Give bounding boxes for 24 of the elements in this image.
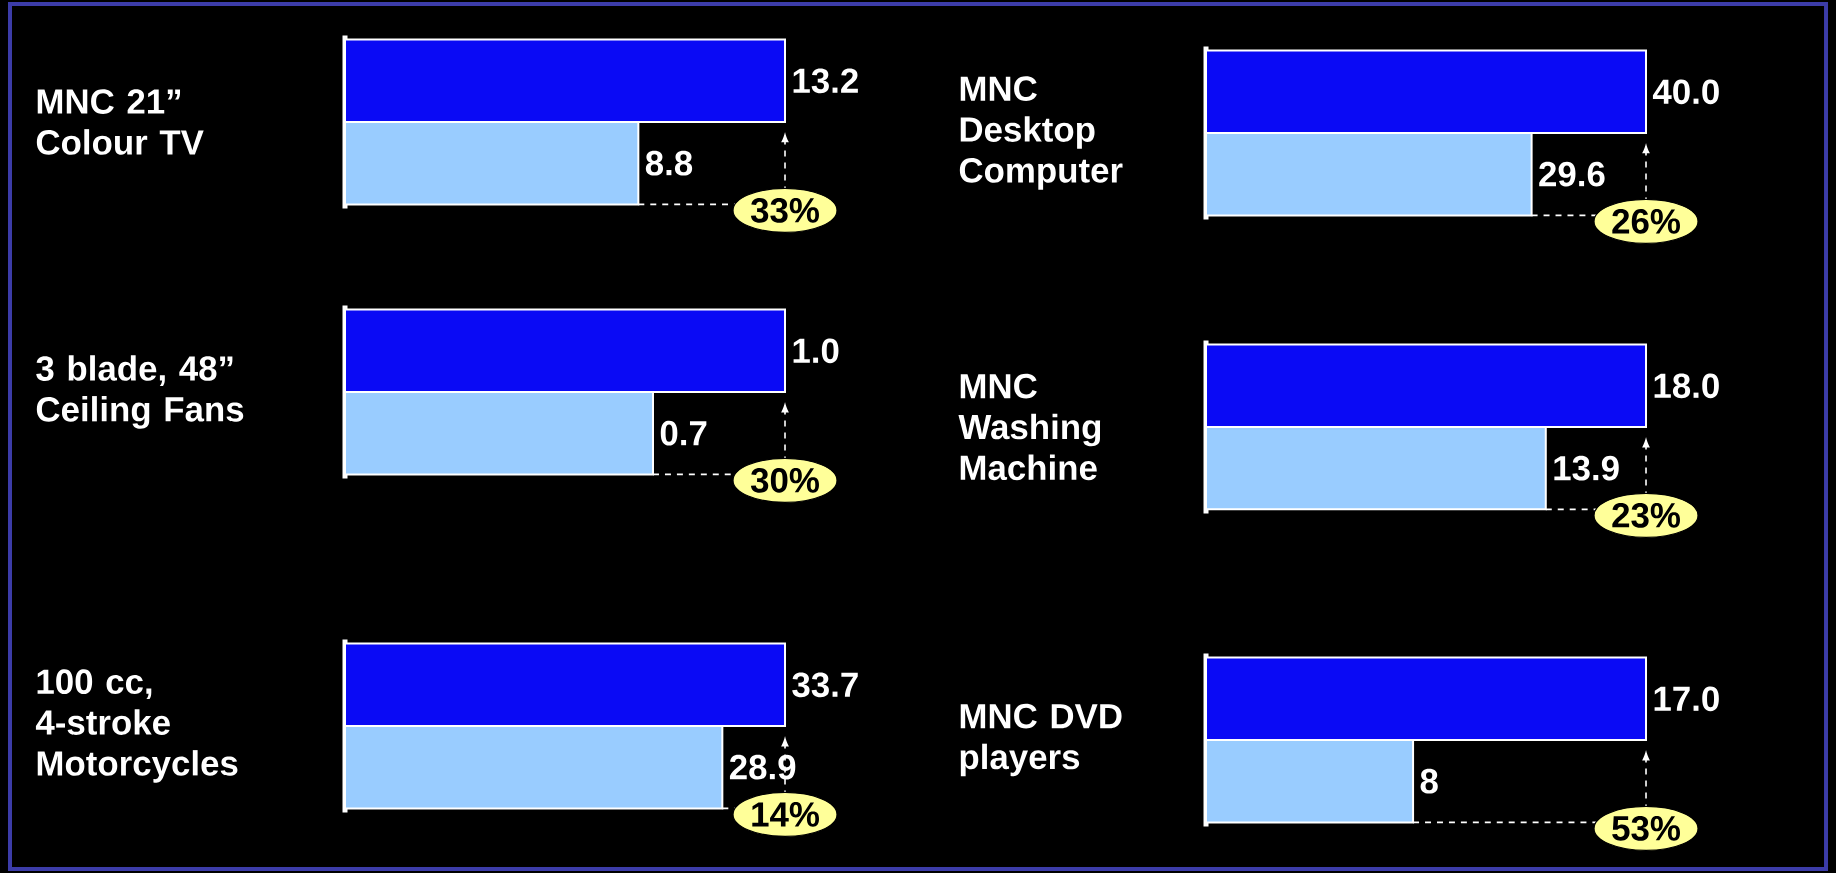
data-label: 40.0: [1652, 79, 1719, 105]
data-label: 0.7: [660, 420, 707, 446]
data-label: 13.9: [1554, 455, 1619, 481]
data-label: 8.8: [645, 150, 693, 176]
text: 100 cc, 4-stroke Motorcycles: [35, 669, 238, 783]
data-label: 33.7: [792, 672, 858, 698]
annotation: 23%: [1612, 503, 1680, 528]
data-label: 18.0: [1654, 373, 1719, 399]
annotation: 14%: [752, 802, 819, 827]
annotation: 26%: [1612, 209, 1680, 234]
text: MNC DVD players: [960, 703, 1122, 777]
data-label: 17.0: [1654, 686, 1719, 712]
annotation: 30%: [750, 468, 819, 493]
text: MNC 21” Colour TV: [36, 89, 204, 155]
annotation: 53%: [1612, 816, 1680, 841]
data-label: 8: [1420, 768, 1438, 794]
data-label: 1.0: [793, 338, 839, 364]
text: MNC Desktop Computer: [959, 76, 1123, 190]
annotation: 33%: [750, 198, 819, 223]
data-label: 29.6: [1539, 161, 1605, 187]
data-label: 13.2: [793, 68, 858, 94]
data-label: 28.9: [729, 754, 796, 780]
text: 3 blade, 48” Ceiling Fans: [36, 355, 244, 429]
text: MNC Washing Machine: [958, 373, 1101, 481]
